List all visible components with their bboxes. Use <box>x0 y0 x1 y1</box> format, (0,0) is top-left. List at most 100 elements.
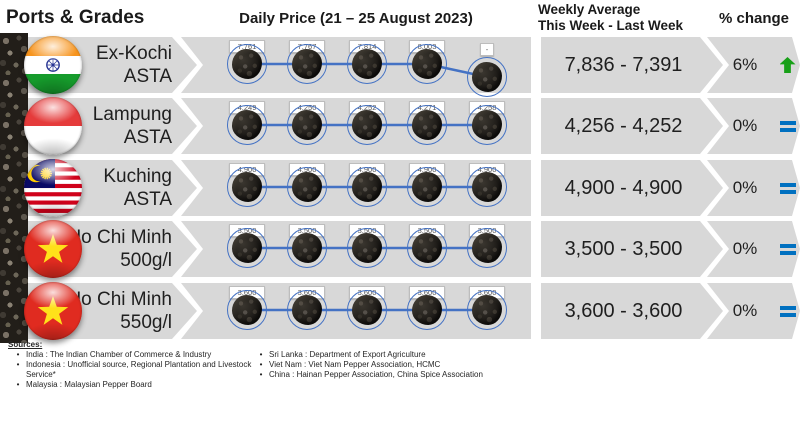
trend-equal-icon <box>779 221 796 277</box>
trend-equal-icon <box>779 283 796 339</box>
pct-change-value: 0% <box>732 301 758 320</box>
peppercorn-point <box>227 167 267 207</box>
trend-equal-icon <box>779 160 796 216</box>
peppercorn-point <box>467 57 507 97</box>
grade-label: 550g/l <box>120 312 172 333</box>
grade-label: 500g/l <box>120 250 172 271</box>
port-label: Ex-Kochi <box>95 43 172 64</box>
source-item: • Viet Nam : Viet Nam Pepper Association,… <box>253 360 513 370</box>
table-row-hcm-550: Ho Chi Minh 550g/l 3.600 3.600 3.600 3.6… <box>0 282 800 340</box>
weekly-average-value: 4,900 - 4,900 <box>564 176 683 199</box>
weekly-average-value: 7,836 - 7,391 <box>564 53 683 76</box>
pct-change-value: 0% <box>732 239 758 258</box>
peppercorn-point <box>467 105 507 145</box>
source-text: Malaysia : Malaysian Pepper Board <box>26 380 152 389</box>
source-text: China : Hainan Pepper Association, China… <box>269 370 483 379</box>
flag-gloss <box>24 220 82 278</box>
bullet-icon: • <box>16 350 20 359</box>
bullet-icon: • <box>16 360 20 369</box>
source-item: • Indonesia : Unofficial source, Regional… <box>10 360 260 380</box>
peppercorn-point <box>287 167 327 207</box>
peppercorn-point <box>407 228 447 268</box>
flag-gloss <box>24 36 82 94</box>
vietnam-flag-icon <box>24 282 82 340</box>
bullet-icon: • <box>259 350 263 359</box>
trend-up-icon <box>779 37 796 93</box>
peppercorn-point <box>287 105 327 145</box>
weekly-ribbon <box>541 221 723 277</box>
weekly-average-value: 4,256 - 4,252 <box>564 114 683 137</box>
sources-title: Sources: <box>8 340 43 349</box>
table-row-ex-kochi: Ex-Kochi ASTA 7.761 7.767 7.814 8.003 - … <box>0 36 800 97</box>
pct-change-value: 6% <box>732 55 758 74</box>
weekly-ribbon <box>541 160 723 216</box>
bullet-icon: • <box>16 380 20 389</box>
port-name: Ho Chi Minh 500g/l <box>58 221 172 277</box>
table-row-kuching: Kuching ASTA 4.900 4.900 4.900 4.900 4.9… <box>0 159 800 217</box>
port-name: Lampung ASTA <box>58 98 172 154</box>
peppercorn-point <box>407 290 447 330</box>
source-item: • China : Hainan Pepper Association, Chin… <box>253 370 513 380</box>
peppercorn-point <box>287 290 327 330</box>
bullet-icon: • <box>259 370 263 379</box>
source-text: India : The Indian Chamber of Commerce &… <box>26 350 212 359</box>
peppercorn-point <box>227 44 267 84</box>
trend-equal-icon <box>779 98 796 154</box>
sources-right-column: • Sri Lanka : Department of Export Agricu… <box>253 350 513 380</box>
weekly-ribbon <box>541 283 723 339</box>
peppercorn-point <box>347 228 387 268</box>
peppercorn-point <box>467 228 507 268</box>
peppercorn-point <box>407 105 447 145</box>
flag-gloss <box>24 159 82 217</box>
peppercorn-point <box>227 105 267 145</box>
pct-change-header: % change <box>718 10 790 27</box>
sources-left-column: • India : The Indian Chamber of Commerce … <box>10 350 260 390</box>
peppercorn-point <box>287 44 327 84</box>
source-text: Sri Lanka : Department of Export Agricul… <box>269 350 426 359</box>
daily-price-header: Daily Price (21 – 25 August 2023) <box>239 10 473 27</box>
source-item: • Malaysia : Malaysian Pepper Board <box>10 380 260 390</box>
grade-label: ASTA <box>123 66 172 87</box>
ports-grades-header: Ports & Grades <box>6 7 145 28</box>
table-row-hcm-500: Ho Chi Minh 500g/l 3.500 3.500 3.500 3.5… <box>0 220 800 278</box>
weekly-ribbon <box>541 98 723 154</box>
peppercorn-point <box>347 44 387 84</box>
peppercorn-point <box>347 105 387 145</box>
flag-gloss <box>24 282 82 340</box>
price-label: - <box>480 43 494 56</box>
weekly-average-value: 3,500 - 3,500 <box>564 237 683 260</box>
port-name: Ex-Kochi ASTA <box>58 37 172 93</box>
port-label: Ho Chi Minh <box>67 289 172 310</box>
weekly-average-value: 3,600 - 3,600 <box>564 299 683 322</box>
peppercorn-point <box>467 167 507 207</box>
indonesia-flag-icon <box>24 97 82 155</box>
source-text: Indonesia : Unofficial source, Regional … <box>26 360 252 379</box>
source-text: Viet Nam : Viet Nam Pepper Association, … <box>269 360 441 369</box>
source-item: • Sri Lanka : Department of Export Agricu… <box>253 350 513 360</box>
port-name: Ho Chi Minh 550g/l <box>58 283 172 339</box>
malaysia-flag-icon <box>24 159 82 217</box>
vietnam-flag-icon <box>24 220 82 278</box>
grade-label: ASTA <box>123 189 172 210</box>
weekly-average-line1: Weekly Average <box>538 2 641 17</box>
peppercorn-point <box>407 44 447 84</box>
port-label: Lampung <box>92 104 172 125</box>
weekly-average-line2: This Week - Last Week <box>538 18 684 33</box>
india-flag-icon <box>24 36 82 94</box>
peppercorn-point <box>347 167 387 207</box>
peppercorn-point <box>347 290 387 330</box>
pct-change-value: 0% <box>732 116 758 135</box>
peppercorn-point <box>287 228 327 268</box>
weekly-average-header: Weekly Average This Week - Last Week <box>538 2 728 34</box>
peppercorn-point <box>227 290 267 330</box>
port-name: Kuching ASTA <box>58 160 172 216</box>
port-label: Kuching <box>103 166 172 187</box>
bullet-icon: • <box>259 360 263 369</box>
flag-gloss <box>24 97 82 155</box>
pct-change-value: 0% <box>732 178 758 197</box>
weekly-ribbon <box>541 37 723 93</box>
grade-label: ASTA <box>123 127 172 148</box>
peppercorn-photo-strip <box>0 33 28 343</box>
table-row-lampung: Lampung ASTA 4.249 4.250 4.252 4.271 4.2… <box>0 97 800 155</box>
peppercorn-point <box>407 167 447 207</box>
